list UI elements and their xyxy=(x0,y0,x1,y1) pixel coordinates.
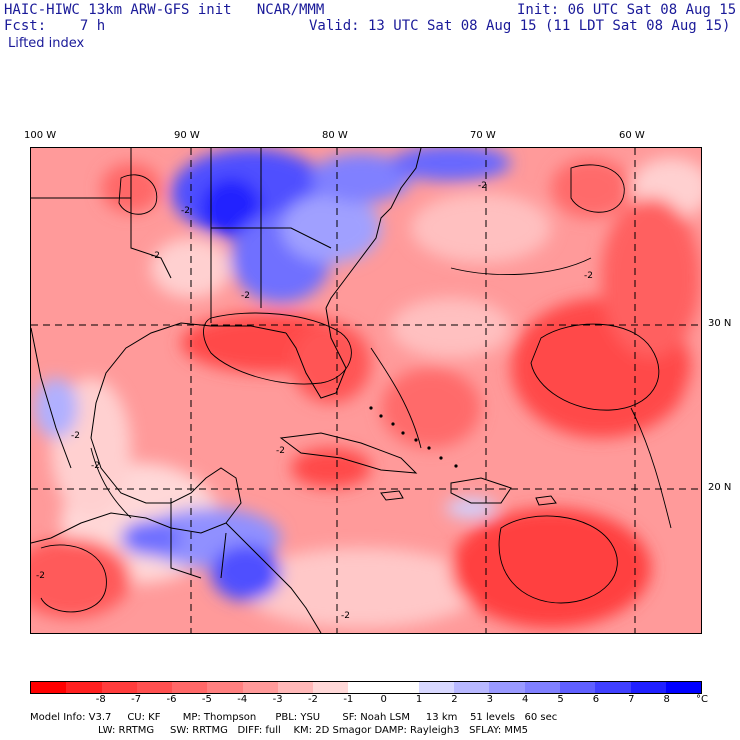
colorbar-segment xyxy=(31,682,67,693)
colorbar-tick-label: 4 xyxy=(521,694,529,705)
colorbar-segment xyxy=(595,682,631,693)
colorbar-segment xyxy=(313,682,349,693)
coastlines xyxy=(31,148,557,633)
model-info-line2: LW: RRTMG SW: RRTMG DIFF: full KM: 2D Sm… xyxy=(98,725,528,736)
colorbar-segment xyxy=(348,682,384,693)
contour-label: -2 xyxy=(181,206,190,216)
colorbar-segment xyxy=(418,682,455,693)
colorbar-segment xyxy=(383,682,419,693)
colorbar-tick-label: 1 xyxy=(415,694,423,705)
lon-label-100w: 100 W xyxy=(24,130,57,141)
contour-label: -2 xyxy=(276,446,285,456)
colorbar-segment xyxy=(242,682,278,693)
colorbar-tick-label: 2 xyxy=(451,694,458,705)
colorbar-segment xyxy=(630,682,666,693)
init-time: Init: 06 UTC Sat 08 Aug 15 xyxy=(517,2,737,18)
model-info-line1: Model Info: V3.7 CU: KF MP: Thompson PBL… xyxy=(30,712,558,723)
forecast-hour: Fcst: 7 h xyxy=(4,18,106,34)
colorbar-segment xyxy=(277,682,314,693)
colorbar-segment xyxy=(101,682,137,693)
contour-label: -2 xyxy=(151,251,160,261)
colorbar-tick-label: 0 xyxy=(380,694,387,705)
colorbar-segment xyxy=(66,682,102,693)
field-name: Lifted index xyxy=(8,36,85,51)
colorbar-tick-label: -5 xyxy=(201,694,212,705)
colorbar-tick-label: -1 xyxy=(343,694,354,705)
colorbar-tick-label: -7 xyxy=(131,694,142,705)
colorbar-segment xyxy=(136,682,173,693)
contour-label: -2 xyxy=(241,291,250,301)
colorbar-segment xyxy=(665,682,702,693)
colorbar-tick-label: 5 xyxy=(557,694,564,705)
colorbar-tick-label: 3 xyxy=(486,694,493,705)
contour-label-group: -2 -2 -2 -2 -2 -2 -2 -2 -2 -2 xyxy=(36,181,593,621)
lat-lon-grid xyxy=(31,148,701,633)
colorbar-tick-label: -4 xyxy=(237,694,248,705)
field-shading xyxy=(31,148,701,628)
colorbar-tick-label: -6 xyxy=(166,694,177,705)
colorbar-segment xyxy=(454,682,490,693)
contour-label: -2 xyxy=(91,461,100,471)
lon-label-70w: 70 W xyxy=(470,130,496,141)
bahamas-islands xyxy=(369,406,458,468)
lat-label-20n: 20 N xyxy=(708,482,732,493)
map-svg: -2 -2 -2 -2 -2 -2 -2 -2 -2 -2 xyxy=(31,148,701,633)
contour-label: -2 xyxy=(584,271,593,281)
contour-label: -2 xyxy=(478,181,487,191)
model-title: HAIC-HIWC 13km ARW-GFS init NCAR/MMM xyxy=(4,2,325,18)
colorbar-segment xyxy=(524,682,560,693)
lifted-index-map: -2 -2 -2 -2 -2 -2 -2 -2 -2 -2 xyxy=(30,147,702,634)
colorbar-segment xyxy=(172,682,208,693)
lon-label-80w: 80 W xyxy=(322,130,348,141)
colorbar-tick-label: 7 xyxy=(628,694,635,705)
colorbar-segment xyxy=(207,682,243,693)
contour-label: -2 xyxy=(36,571,45,581)
colorbar-tick-label: -8 xyxy=(95,694,106,705)
colorbar-tick-label: 6 xyxy=(592,694,600,705)
colorbar-tick-label: -2 xyxy=(307,694,318,705)
contour-lines xyxy=(40,164,672,613)
contour-label: -2 xyxy=(71,431,80,441)
lon-label-90w: 90 W xyxy=(174,130,200,141)
colorbar-segment xyxy=(489,682,525,693)
colorbar-tick-label: 8 xyxy=(663,694,670,705)
lat-label-30n: 30 N xyxy=(708,318,732,329)
colorbar-unit: °C xyxy=(696,694,708,705)
valid-time: Valid: 13 UTC Sat 08 Aug 15 (11 LDT Sat … xyxy=(309,18,731,34)
colorbar xyxy=(30,681,702,694)
colorbar-tick-label: -3 xyxy=(272,694,283,705)
lon-label-60w: 60 W xyxy=(619,130,645,141)
contour-label: -2 xyxy=(341,611,350,621)
colorbar-segment xyxy=(559,682,596,693)
